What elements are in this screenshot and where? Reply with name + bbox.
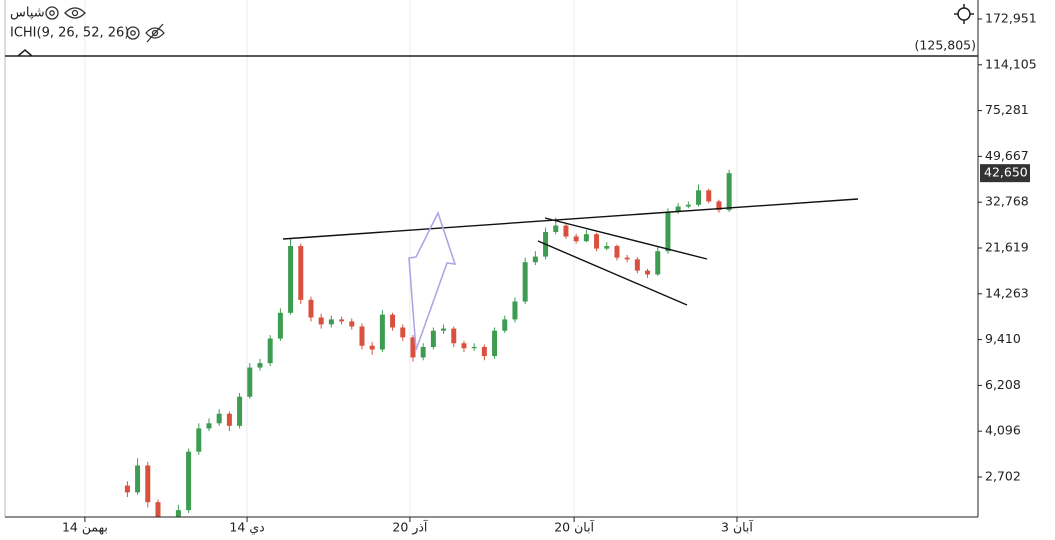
candle-body: [492, 330, 498, 357]
y-tick-label: 49,667: [985, 148, 1029, 163]
candle-body: [247, 367, 253, 397]
trend-line: [544, 217, 708, 260]
candle-body: [696, 190, 702, 205]
axes: 14 بهمن 14 دي 20 آذر 20 آبان 3 آبان 172,951 11…: [62, 10, 1037, 535]
candle-body: [175, 510, 181, 517]
side-label: (125,805): [915, 38, 976, 53]
candle-body: [655, 251, 661, 275]
candle-body: [563, 225, 569, 237]
x-tick-label: 20 آذر: [392, 520, 427, 536]
visibility-icon[interactable]: [64, 7, 86, 19]
candle-body: [502, 319, 508, 331]
y-tick-label: 2,702: [985, 468, 1021, 483]
candle-body: [135, 465, 141, 493]
x-tick-label: 20 آبان: [554, 520, 594, 535]
last-price-box: [980, 164, 1030, 183]
candle-body: [420, 346, 426, 358]
candle-body: [267, 338, 273, 364]
candle-body: [553, 225, 559, 232]
candle-body: [196, 428, 202, 452]
candle-body: [339, 319, 345, 322]
candle-body: [451, 328, 457, 344]
arrow-drawing: [408, 210, 457, 351]
candle-body: [379, 314, 385, 350]
candle-body: [685, 204, 691, 207]
candle-body: [124, 485, 130, 493]
candle-body: [481, 346, 487, 357]
x-tick-label: 14 بهمن: [62, 520, 108, 536]
y-tick-label: 21,619: [985, 239, 1029, 254]
trend-lines: [282, 198, 859, 306]
hidden-icon[interactable]: [145, 23, 165, 43]
y-tick-label: 6,208: [985, 377, 1021, 392]
candle-body: [430, 330, 436, 347]
candle-body: [614, 246, 620, 258]
candle-body: [645, 270, 651, 275]
candle-body: [328, 319, 334, 325]
candle-body: [155, 502, 161, 517]
candle-body: [461, 343, 467, 349]
candle-body: [573, 236, 579, 242]
candle-body: [237, 396, 243, 426]
x-tick-label: 3 آبان: [721, 520, 753, 535]
y-tick-label: 114,105: [985, 56, 1037, 71]
x-tick-label: 14 دي: [229, 520, 264, 535]
candle-body: [532, 256, 538, 263]
candle-body: [390, 314, 396, 328]
candle-body: [594, 234, 600, 249]
candle-body: [441, 328, 447, 331]
candle-body: [583, 234, 589, 242]
trend-line: [537, 240, 688, 306]
candle-body: [624, 257, 630, 260]
candle-body: [288, 246, 294, 313]
y-tick-label: 9,410: [985, 331, 1021, 346]
candle-body: [634, 259, 640, 271]
candles: [124, 169, 732, 517]
candle-body: [308, 299, 314, 318]
candle-body: [471, 346, 477, 349]
settings-icon[interactable]: [45, 6, 59, 20]
candle-body: [298, 246, 304, 300]
symbol-title[interactable]: شپاس: [10, 6, 45, 21]
y-tick-label: 32,768: [985, 194, 1029, 209]
crosshair-icon[interactable]: [954, 4, 974, 24]
trend-line: [282, 198, 859, 240]
candle-body: [706, 190, 712, 202]
indicator-label[interactable]: ICHI(9, 26, 52, 26): [10, 26, 129, 41]
candle-body: [206, 423, 212, 429]
candle-body: [726, 173, 732, 211]
candle-body: [359, 326, 365, 346]
candle-body: [145, 465, 151, 503]
candle-body: [369, 345, 375, 350]
candle-body: [410, 337, 416, 358]
candle-body: [186, 451, 192, 511]
y-tick-label: 14,263: [985, 285, 1029, 300]
settings-icon[interactable]: [126, 26, 140, 40]
candle-body: [277, 312, 283, 339]
last-price-label: 42,650: [984, 165, 1028, 180]
candle-body: [604, 246, 610, 249]
candle-body: [318, 317, 324, 325]
candle-body: [512, 301, 518, 320]
y-tick-label: 4,096: [985, 423, 1021, 438]
y-tick-label: 75,281: [985, 102, 1029, 117]
candle-body: [675, 206, 681, 212]
candle-body: [522, 262, 528, 302]
candle-body: [400, 327, 406, 338]
candle-body: [665, 211, 671, 252]
candle-body: [216, 413, 222, 424]
candle-body: [349, 321, 355, 327]
candle-body: [257, 363, 263, 368]
candle-body: [716, 201, 722, 211]
collapse-caret[interactable]: [17, 49, 33, 57]
candle-body: [226, 413, 232, 426]
y-tick-label: 172,951: [985, 10, 1037, 25]
